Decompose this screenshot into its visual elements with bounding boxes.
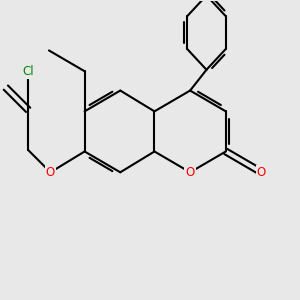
Text: Cl: Cl bbox=[22, 65, 34, 78]
Text: O: O bbox=[185, 166, 195, 179]
Text: O: O bbox=[46, 166, 55, 179]
Text: O: O bbox=[257, 166, 266, 179]
